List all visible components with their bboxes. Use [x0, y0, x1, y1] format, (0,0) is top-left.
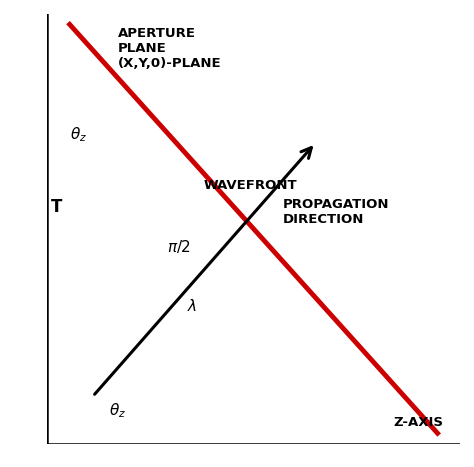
Text: T: T [51, 198, 62, 216]
Text: $\theta_z$: $\theta_z$ [109, 401, 127, 420]
Text: PROPAGATION
DIRECTION: PROPAGATION DIRECTION [283, 198, 389, 226]
Text: $\theta_z$: $\theta_z$ [70, 125, 87, 144]
Text: $\lambda$: $\lambda$ [187, 298, 197, 314]
Text: Z-AXIS: Z-AXIS [393, 416, 443, 429]
Text: WAVEFRONT: WAVEFRONT [204, 179, 298, 192]
Text: $\pi/2$: $\pi/2$ [167, 238, 191, 255]
Text: APERTURE
PLANE
(X,Y,0)-PLANE: APERTURE PLANE (X,Y,0)-PLANE [118, 27, 221, 70]
